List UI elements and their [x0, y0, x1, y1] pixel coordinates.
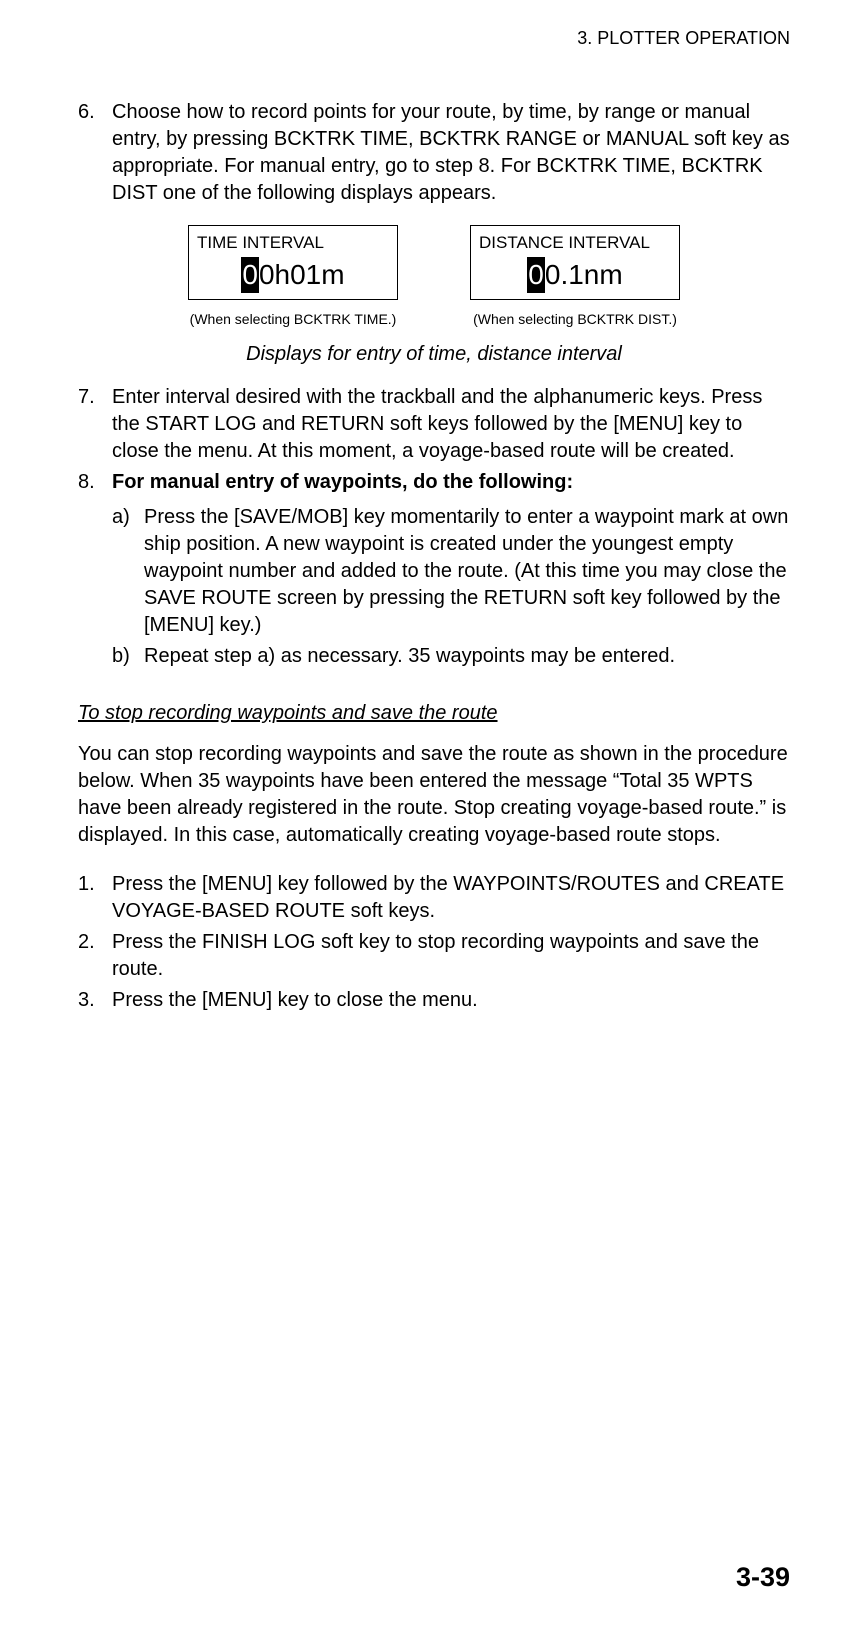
box-value: 00h01m [197, 257, 389, 293]
distance-interval-box: DISTANCE INTERVAL 00.1nm [470, 225, 680, 300]
step-number: 3. [78, 987, 112, 1014]
list-item: 7. Enter interval desired with the track… [78, 384, 790, 465]
substep-number: a) [112, 504, 144, 639]
box-caption: (When selecting BCKTRK TIME.) [188, 310, 398, 329]
list-item: 6. Choose how to record points for your … [78, 99, 790, 207]
steps-list-mid: 7. Enter interval desired with the track… [78, 384, 790, 674]
page-number: 3-39 [736, 1562, 790, 1593]
value-rest: 0.1nm [545, 259, 623, 290]
time-interval-box: TIME INTERVAL 00h01m [188, 225, 398, 300]
substep-text: Repeat step a) as necessary. 35 waypoint… [144, 643, 790, 670]
steps-list-top: 6. Choose how to record points for your … [78, 99, 790, 207]
step-number: 8. [78, 469, 112, 674]
sub-steps-list: a) Press the [SAVE/MOB] key momentarily … [112, 504, 790, 670]
step-number: 6. [78, 99, 112, 207]
step-number: 1. [78, 871, 112, 925]
steps-list-bottom: 1. Press the [MENU] key followed by the … [78, 871, 790, 1014]
box-title: DISTANCE INTERVAL [479, 232, 671, 255]
page-header: 3. PLOTTER OPERATION [78, 28, 790, 49]
figure-row: TIME INTERVAL 00h01m (When selecting BCK… [78, 225, 790, 329]
step-content: For manual entry of waypoints, do the fo… [112, 469, 790, 674]
box-title: TIME INTERVAL [197, 232, 389, 255]
list-item: 1. Press the [MENU] key followed by the … [78, 871, 790, 925]
box-value: 00.1nm [479, 257, 671, 293]
list-item: 3. Press the [MENU] key to close the men… [78, 987, 790, 1014]
step-number: 2. [78, 929, 112, 983]
cursor-char: 0 [241, 257, 259, 293]
substep-text: Press the [SAVE/MOB] key momentarily to … [144, 504, 790, 639]
figure-caption: Displays for entry of time, distance int… [78, 341, 790, 368]
step-text: Press the [MENU] key to close the menu. [112, 987, 790, 1014]
distance-interval-figure: DISTANCE INTERVAL 00.1nm (When selecting… [470, 225, 680, 329]
value-rest: 0h01m [259, 259, 345, 290]
list-item: b) Repeat step a) as necessary. 35 waypo… [112, 643, 790, 670]
body-content: 6. Choose how to record points for your … [78, 99, 790, 1014]
cursor-char: 0 [527, 257, 545, 293]
step-text: Press the [MENU] key followed by the WAY… [112, 871, 790, 925]
document-page: 3. PLOTTER OPERATION 6. Choose how to re… [0, 0, 855, 1633]
section-heading: To stop recording waypoints and save the… [78, 700, 790, 727]
box-caption: (When selecting BCKTRK DIST.) [470, 310, 680, 329]
list-item: 8. For manual entry of waypoints, do the… [78, 469, 790, 674]
step-text: Enter interval desired with the trackbal… [112, 384, 790, 465]
section-paragraph: You can stop recording waypoints and sav… [78, 741, 790, 849]
list-item: a) Press the [SAVE/MOB] key momentarily … [112, 504, 790, 639]
step-text: Press the FINISH LOG soft key to stop re… [112, 929, 790, 983]
time-interval-figure: TIME INTERVAL 00h01m (When selecting BCK… [188, 225, 398, 329]
step-number: 7. [78, 384, 112, 465]
substep-number: b) [112, 643, 144, 670]
step-bold-text: For manual entry of waypoints, do the fo… [112, 471, 573, 493]
step-text: Choose how to record points for your rou… [112, 99, 790, 207]
list-item: 2. Press the FINISH LOG soft key to stop… [78, 929, 790, 983]
